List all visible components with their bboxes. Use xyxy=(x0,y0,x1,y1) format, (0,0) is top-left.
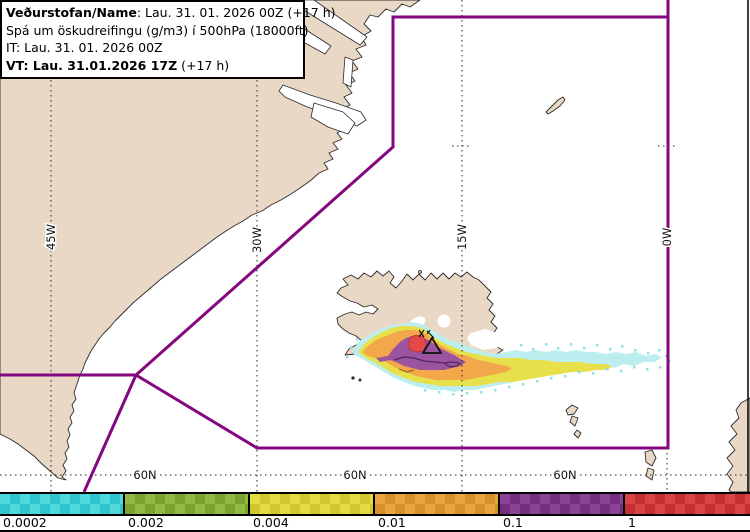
info-vt-rest: (+17 h) xyxy=(177,57,230,73)
volcano-vent-mark xyxy=(418,329,435,339)
vatnajokull-glacier xyxy=(467,329,503,350)
plume-level-0.1 xyxy=(376,336,466,370)
colorbar-segment-5 xyxy=(625,494,750,514)
map-svg: 45W 30W 15W 0W 60N 60N 60N xyxy=(0,0,750,492)
meridian-label-30w: 30W xyxy=(250,227,264,253)
small-island xyxy=(418,270,422,274)
colorbar-labels: 0.0002 0.002 0.004 0.01 0.1 1 xyxy=(0,515,750,532)
plume-contour-dark-orange xyxy=(398,368,415,373)
graticule xyxy=(0,0,750,492)
forecast-info-box: Veðurstofan/Name: Lau. 31. 01. 2026 00Z … xyxy=(0,0,336,80)
colorbar-label: 1 xyxy=(628,515,636,530)
fjord xyxy=(342,56,354,88)
norway-coast xyxy=(726,397,750,492)
info-line-it: IT: Lau. 31. 01. 2026 00Z xyxy=(6,40,163,56)
meridian-label-45w: 45W xyxy=(44,224,58,250)
colorbar-label: 0.004 xyxy=(253,515,289,530)
small-island xyxy=(351,376,355,380)
meridian-label-0w: 0W xyxy=(660,228,674,247)
ash-plume xyxy=(346,322,671,396)
colorbar-segment-1 xyxy=(125,494,250,514)
volcano-triangle-icon xyxy=(421,336,443,354)
fir-boundary xyxy=(0,0,670,492)
parallel-label-60n: 60N xyxy=(133,468,156,482)
fir-extension-southwest xyxy=(82,374,138,492)
parallel-label-60n: 60N xyxy=(343,468,366,482)
hofsjokull-glacier xyxy=(437,314,451,328)
colorbar-segment-3 xyxy=(375,494,500,514)
plume-contour-dark-purple xyxy=(393,356,462,368)
small-island xyxy=(358,378,362,382)
colorbar-band xyxy=(0,492,750,516)
colorbar-label: 0.0002 xyxy=(3,515,47,530)
colorbar-label: 0.1 xyxy=(503,515,523,530)
parallel-label-60n: 60N xyxy=(553,468,576,482)
info-name-label: Veðurstofan/Name xyxy=(6,5,137,20)
concentration-colorbar: 0.0002 0.002 0.004 0.01 0.1 1 xyxy=(0,492,750,532)
shetland-islands xyxy=(644,449,657,481)
greenland-landmass xyxy=(0,0,421,481)
colorbar-label: 0.01 xyxy=(378,515,406,530)
colorbar-segment-4 xyxy=(500,494,625,514)
info-name-value: : Lau. 31. 01. 2026 00Z (+17 h) xyxy=(136,5,336,20)
map-canvas: 45W 30W 15W 0W 60N 60N 60N xyxy=(0,0,750,492)
faroe-islands xyxy=(565,404,582,439)
volcano-marker xyxy=(418,329,443,354)
colorbar-segment-2 xyxy=(250,494,375,514)
meridian-label-15w: 15W xyxy=(455,224,469,250)
fjord xyxy=(310,102,356,135)
plume-level-1 xyxy=(407,334,427,353)
info-line-description: Spá um öskudreifingu (g/m3) í 500hPa (18… xyxy=(6,22,309,38)
info-line-name: Veðurstofan/Name: Lau. 31. 01. 2026 00Z … xyxy=(6,4,336,22)
info-vt-bold: VT: Lau. 31.01.2026 17Z xyxy=(6,57,178,73)
graticule-labels: 45W 30W 15W 0W 60N 60N 60N xyxy=(43,222,676,483)
colorbar-label: 0.002 xyxy=(128,515,164,530)
colorbar-segment-0 xyxy=(0,494,125,514)
jan-mayen-island xyxy=(545,96,566,115)
info-line-vt: VT: Lau. 31.01.2026 17Z (+17 h) xyxy=(6,57,299,75)
